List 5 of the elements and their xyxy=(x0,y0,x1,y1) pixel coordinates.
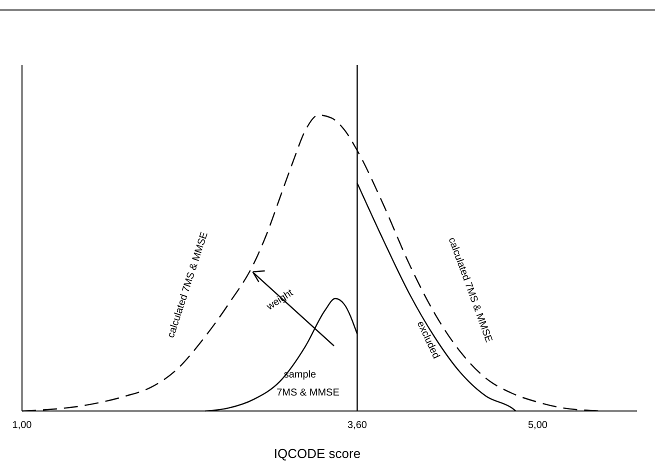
x-tick-label: 1,00 xyxy=(12,420,32,431)
x-tick-label: 5,00 xyxy=(528,420,548,431)
x-tick-label: 3,60 xyxy=(347,420,368,431)
annotation: 7MS & MMSE xyxy=(276,388,340,399)
x-axis-title: IQCODE score xyxy=(274,446,361,461)
